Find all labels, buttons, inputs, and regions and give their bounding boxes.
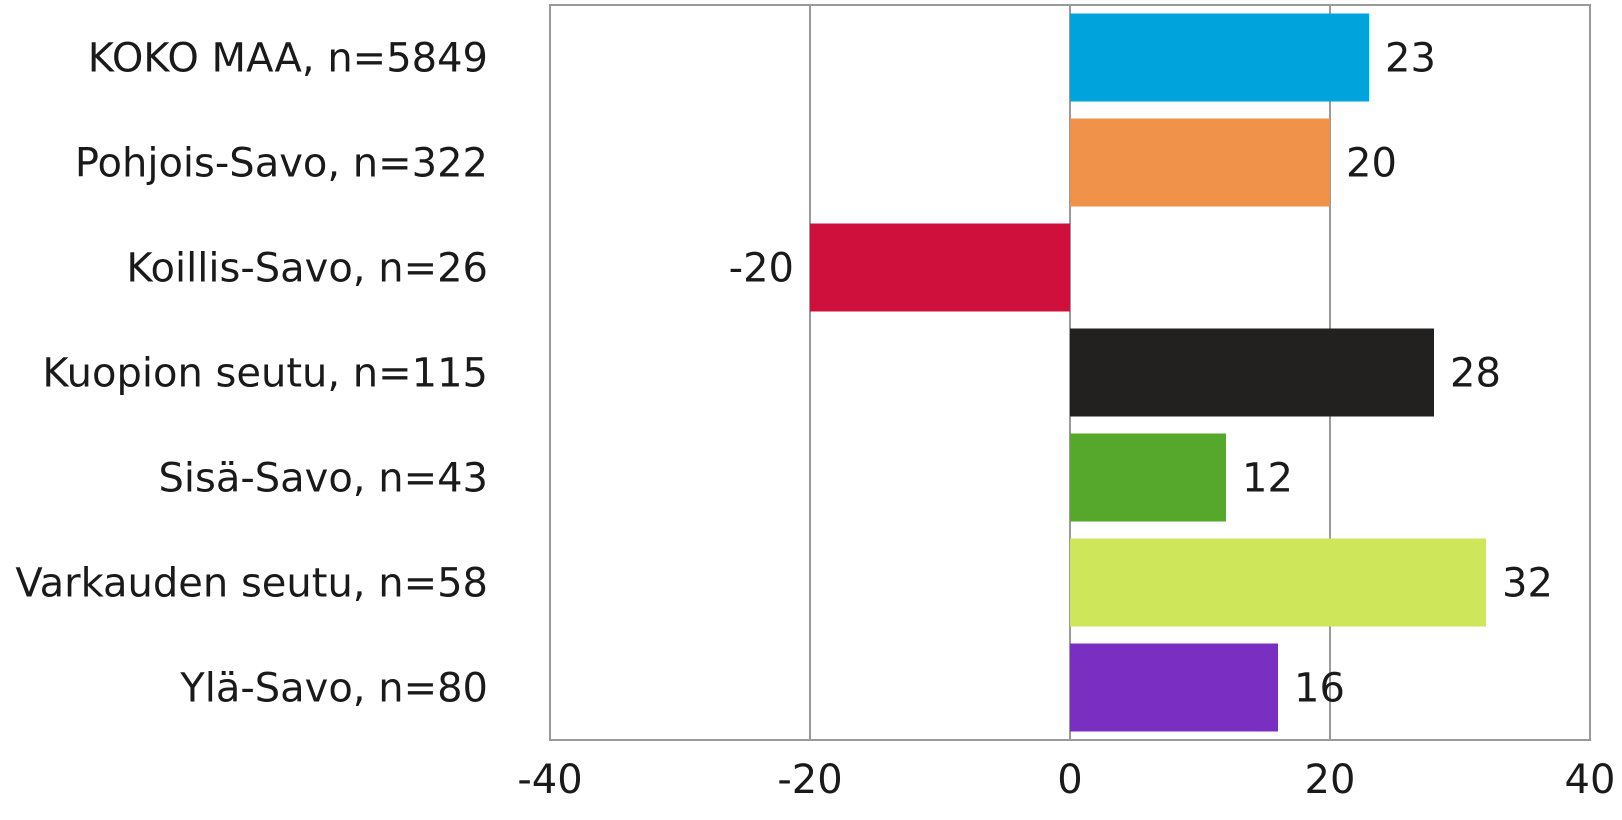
bar <box>810 223 1070 312</box>
bar <box>1070 643 1278 732</box>
x-tick-label: 40 <box>1565 757 1616 803</box>
category-label: Varkauden seutu, n=58 <box>15 561 488 607</box>
value-labels: 23 20 -20 28 12 32 16 <box>729 36 1553 712</box>
bars <box>810 13 1486 732</box>
category-label: Sisä-Savo, n=43 <box>158 456 488 502</box>
bar <box>1070 538 1486 627</box>
category-label: Koillis-Savo, n=26 <box>126 246 488 292</box>
data-label: 12 <box>1242 456 1293 502</box>
category-labels: KOKO MAA, n=5849 Pohjois-Savo, n=322 Koill… <box>15 36 488 712</box>
x-tick-label: -20 <box>777 757 842 803</box>
category-label: Pohjois-Savo, n=322 <box>75 141 488 187</box>
bar <box>1070 13 1369 102</box>
bar <box>1070 328 1434 417</box>
data-label: 20 <box>1346 141 1397 187</box>
x-tick-label: 0 <box>1057 757 1082 803</box>
category-label: Kuopion seutu, n=115 <box>42 351 488 397</box>
data-label: 32 <box>1502 561 1553 607</box>
data-label: 28 <box>1450 351 1501 397</box>
category-label: Ylä-Savo, n=80 <box>179 666 488 712</box>
data-label: 23 <box>1385 36 1436 82</box>
bar <box>1070 433 1226 522</box>
x-tick-label: 20 <box>1305 757 1356 803</box>
x-tick-label: -40 <box>517 757 582 803</box>
category-label: KOKO MAA, n=5849 <box>88 36 488 82</box>
bar <box>1070 118 1330 207</box>
data-label: -20 <box>729 246 794 292</box>
data-label: 16 <box>1294 666 1345 712</box>
x-axis-tick-labels: -40 -20 0 20 40 <box>517 757 1615 803</box>
